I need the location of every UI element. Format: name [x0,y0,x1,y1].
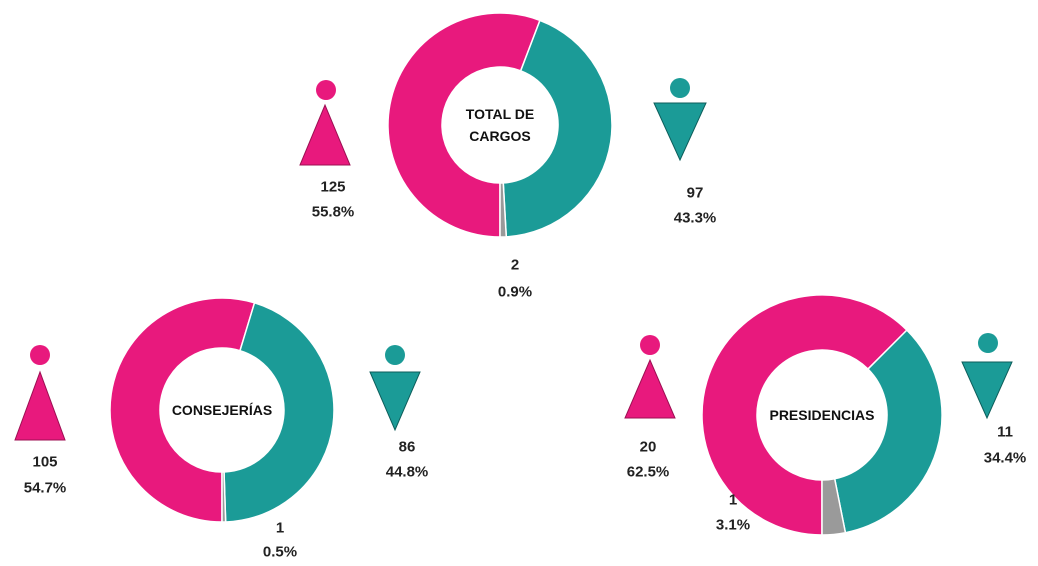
donut-slice [701,294,908,536]
other-count: 1 [728,491,738,509]
male-share: 43.3% [673,209,717,227]
donut-slice [223,301,335,523]
donut-center-label: TOTAL DE CARGOS [465,106,535,144]
female-share: 54.7% [23,479,67,497]
female-icon-head [30,345,50,365]
donut-slice [221,471,227,523]
male-icon-head [385,345,405,365]
donut-slice [502,19,613,238]
other-count: 2 [510,256,520,274]
male-icon-body [369,371,421,432]
male-icon-head [670,78,690,98]
male-count: 97 [686,184,704,202]
other-count: 1 [275,519,285,537]
female-icon-body [14,370,66,441]
male-icon-head [978,333,998,353]
male-count: 86 [398,438,416,456]
other-share: 0.9% [497,283,533,301]
male-share: 44.8% [385,463,429,481]
other-share: 0.5% [262,543,298,561]
donut-center-label: PRESIDENCIAS [769,407,875,423]
female-count: 105 [32,453,58,471]
other-share: 3.1% [715,516,751,534]
donut-slice [821,477,847,536]
donut-center-label: CONSEJERÍAS [171,402,273,418]
male-count: 11 [997,423,1013,441]
male-share: 34.4% [983,449,1027,467]
female-share: 62.5% [626,463,670,481]
female-count: 125 [320,178,346,196]
male-icon-body [653,102,707,162]
female-icon-head [316,80,336,100]
donut-slice [387,12,541,238]
donut-slice [499,182,508,238]
male-icon-body [961,361,1013,420]
donut-slice [109,297,256,523]
female-icon-head [640,335,660,355]
female-share: 55.8% [311,203,355,221]
female-icon-body [299,103,351,166]
female-icon-body [624,358,676,419]
donut-slice [833,329,943,534]
female-count: 20 [639,438,657,456]
